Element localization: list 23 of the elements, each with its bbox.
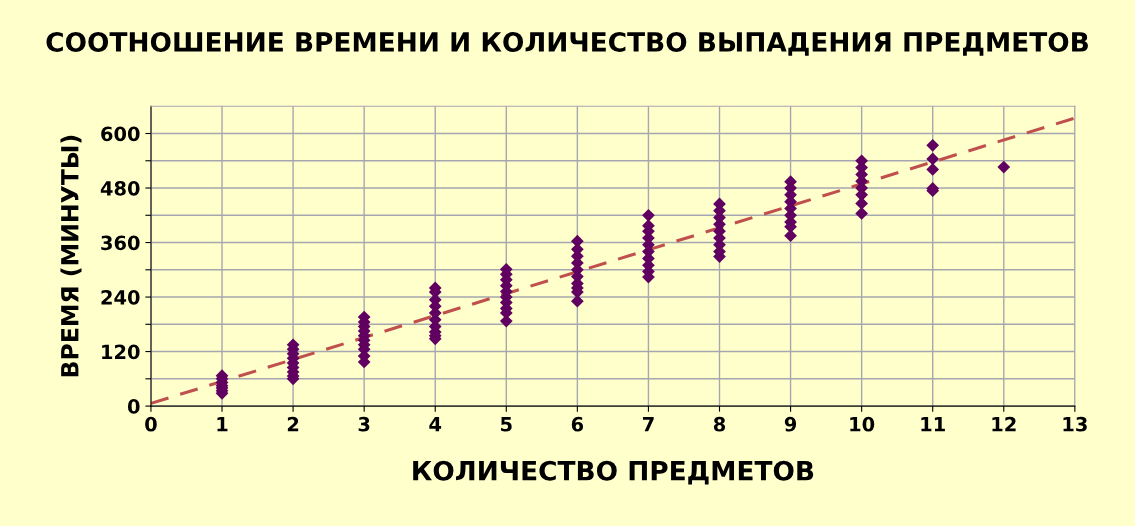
y-tick-label: 0	[127, 399, 140, 414]
x-tick-label: 6	[571, 416, 584, 432]
x-axis-title: КОЛИЧЕСТВО ПРЕДМЕТОВ	[413, 460, 814, 485]
x-tick-label: 1	[217, 417, 228, 432]
x-tick-label: 7	[642, 417, 654, 432]
chart-title: СООТНОШЕНИЕ ВРЕМЕНИ И КОЛИЧЕСТВО ВЫПАДЕНИЯ ПРЕДМЕТОВ	[46, 32, 1088, 56]
y-tick-label: 360	[101, 235, 140, 251]
y-tick-label: 240	[101, 290, 140, 305]
x-tick-label: 2	[287, 416, 299, 432]
x-tick-label: 5	[501, 417, 512, 432]
y-axis-title: ВРЕМЯ (МИНУТЫ)	[60, 135, 82, 377]
y-tick-label: 600	[101, 126, 140, 142]
x-tick-label: 8	[713, 416, 726, 432]
x-tick-label: 12	[992, 416, 1016, 432]
x-tick-label: 11	[921, 417, 945, 432]
x-tick-label: 9	[784, 416, 797, 432]
x-tick-label: 13	[1063, 416, 1087, 432]
x-tick-label: 10	[850, 416, 875, 432]
y-tick-label: 480	[100, 180, 140, 196]
y-tick-label: 120	[102, 344, 140, 360]
x-tick-label: 4	[429, 417, 442, 432]
x-tick-label: 3	[358, 416, 370, 432]
x-tick-label: 0	[145, 416, 157, 432]
